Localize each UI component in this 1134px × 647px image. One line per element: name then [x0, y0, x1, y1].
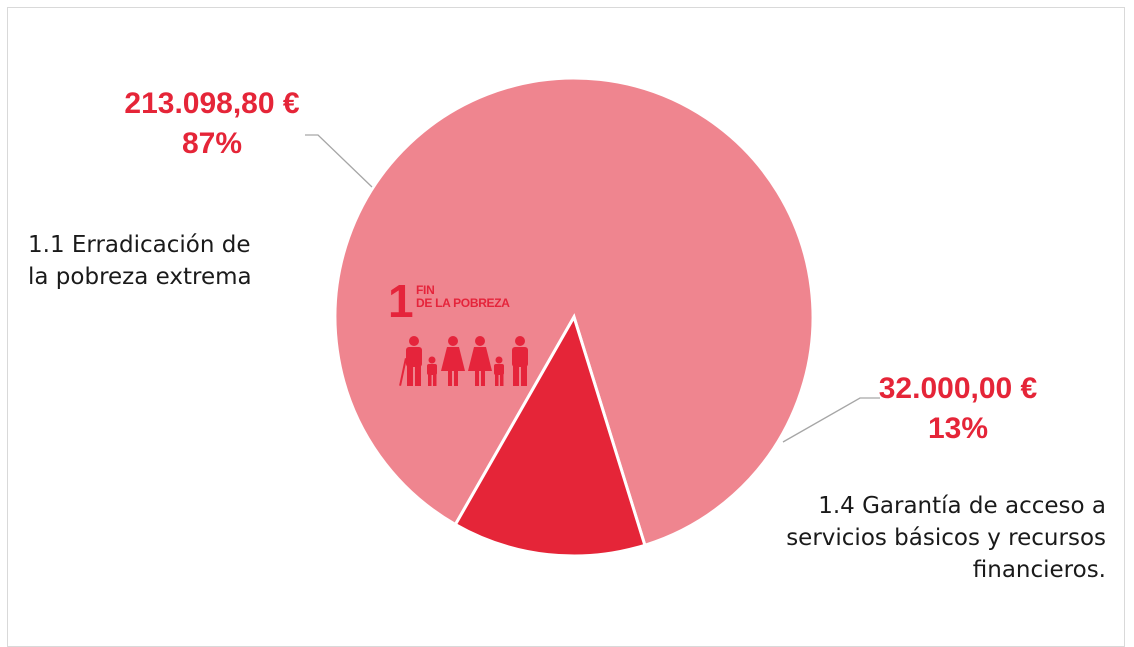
- slice-1-value: 213.098,80 €: [124, 87, 300, 120]
- slice-1-percent: 87%: [181, 127, 243, 160]
- leader-lines: [305, 134, 880, 443]
- family-icon: [399, 336, 528, 386]
- logo-number: 1: [388, 275, 414, 327]
- pie-chart: [305, 76, 880, 558]
- logo-title: FIN DE LA POBREZA: [416, 283, 510, 310]
- sdg-goal-1-logo: 1 FIN DE LA POBREZA: [386, 278, 556, 388]
- slice-2-percent: 13%: [927, 412, 989, 445]
- leader-line-1: [305, 134, 373, 188]
- leader-line-2: [782, 397, 880, 443]
- slice-2-category-label: 1.4 Garantía de acceso a servicios básic…: [786, 493, 1106, 583]
- slice-2-value-label: 32.000,00 € 13%: [868, 369, 1048, 449]
- pie-slices: [333, 76, 815, 558]
- pie-slice-2: [453, 313, 647, 558]
- slice-1-category-label: 1.1 Erradicación de la pobreza extrema: [28, 232, 252, 290]
- slice-1-value-label: 213.098,80 € 87%: [112, 84, 312, 164]
- pie-slice-1: [333, 76, 815, 548]
- slice-2-value: 32.000,00 €: [878, 372, 1038, 405]
